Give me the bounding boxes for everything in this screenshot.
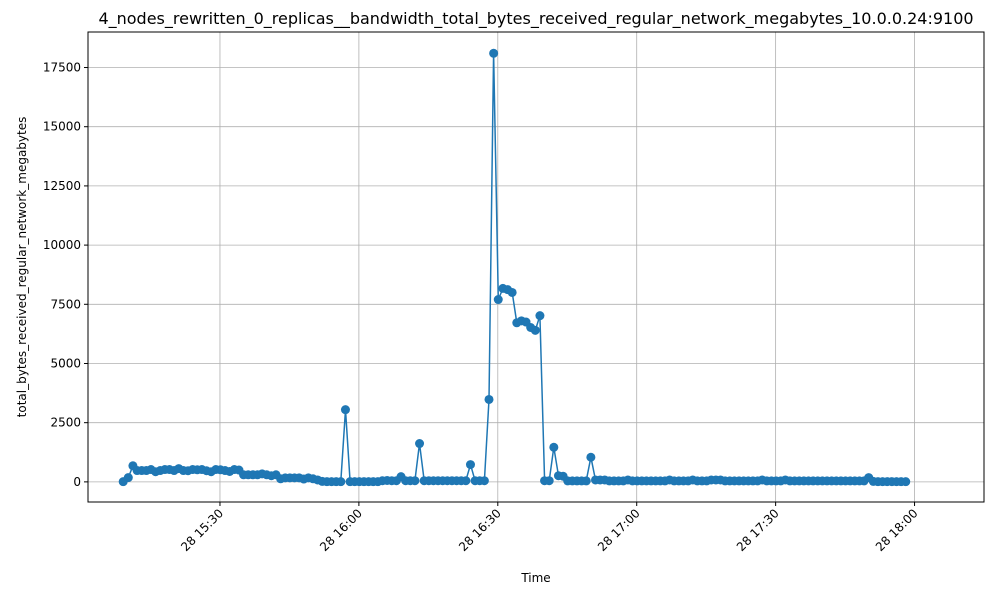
y-tick-label: 5000 <box>50 356 81 370</box>
data-point <box>493 295 503 305</box>
data-point <box>461 476 471 486</box>
axes-frame <box>87 31 985 503</box>
data-point <box>123 473 133 483</box>
data-point <box>484 394 494 404</box>
y-axis: 0 2500 5000 7500 10000 12500 15000 17500 <box>43 61 88 489</box>
y-tick-label: 7500 <box>50 297 81 311</box>
data-point <box>901 477 911 487</box>
series-line <box>118 48 911 487</box>
plot-area-border <box>87 31 985 503</box>
y-tick-label: 2500 <box>50 416 81 430</box>
data-point <box>581 476 591 486</box>
y-tick-label: 12500 <box>43 179 81 193</box>
x-axis-label: Time <box>520 571 550 585</box>
data-point <box>465 460 475 470</box>
data-point <box>586 452 596 462</box>
data-point <box>530 325 540 335</box>
y-axis-label: total_bytes_received_regular_network_meg… <box>15 117 29 418</box>
y-tick-label: 10000 <box>43 238 81 252</box>
data-point <box>489 48 499 58</box>
data-point <box>415 439 425 449</box>
data-point <box>544 476 554 486</box>
data-point <box>340 405 350 415</box>
data-point <box>336 477 346 487</box>
y-tick-label: 0 <box>73 475 81 489</box>
y-tick-label: 15000 <box>43 120 81 134</box>
y-tick-label: 17500 <box>43 61 81 75</box>
chart-title: 4_nodes_rewritten_0_replicas__bandwidth_… <box>98 9 973 29</box>
data-point <box>479 476 489 486</box>
data-point <box>535 311 545 321</box>
data-point <box>410 476 420 486</box>
data-point <box>549 442 559 452</box>
data-point <box>507 287 517 297</box>
